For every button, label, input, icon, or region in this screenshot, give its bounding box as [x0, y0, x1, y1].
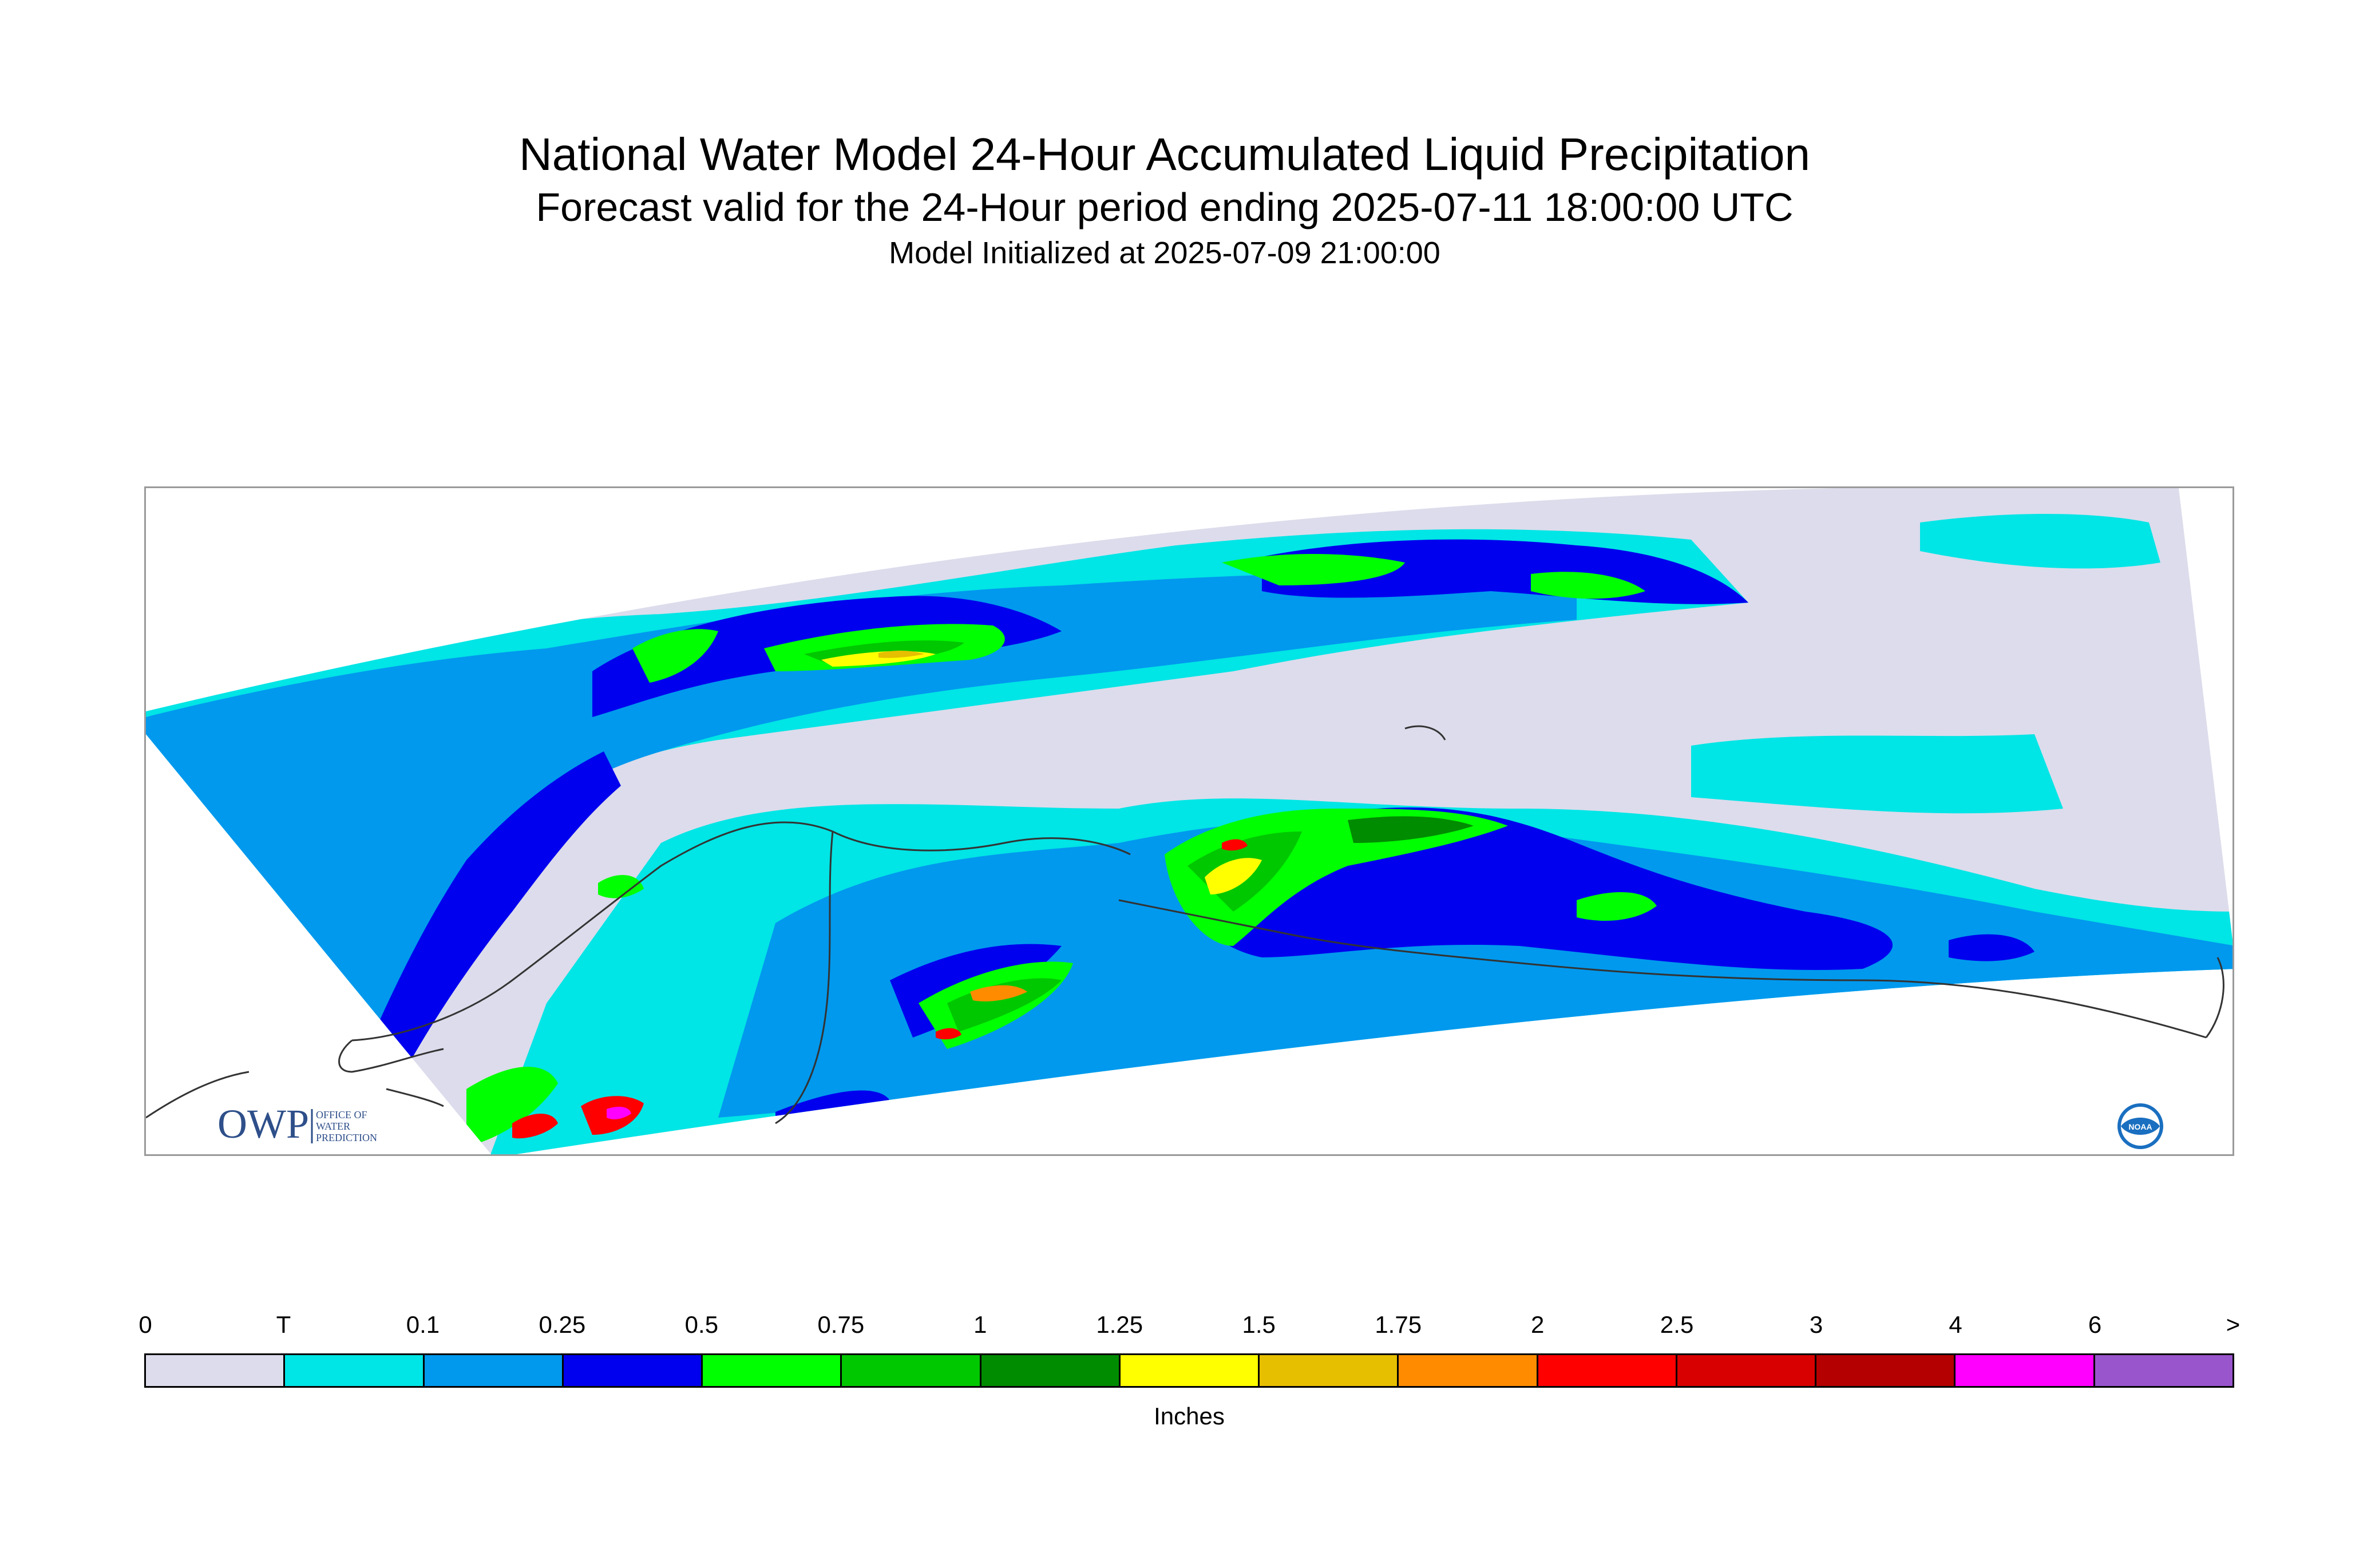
legend-color-bar [144, 1353, 2234, 1388]
legend-tick-label: 1 [973, 1311, 987, 1338]
legend-swatch [1677, 1355, 1817, 1386]
precip-field [146, 514, 2232, 1154]
precipitation-map: OWP OFFICE OF WATER PREDICTION NOAA [144, 486, 2234, 1156]
precip-moderate-region [1949, 934, 2034, 961]
precip-heavy-region [466, 1067, 558, 1146]
precip-light-region [146, 572, 1577, 1154]
legend-swatch [424, 1355, 564, 1386]
precip-heavy-region [1531, 572, 1645, 599]
legend-tick-label: 1.75 [1375, 1311, 1422, 1338]
noaa-logo: NOAA [2117, 1103, 2163, 1149]
precip-light-region [718, 819, 2232, 1118]
legend-swatch [842, 1355, 981, 1386]
precip-very-heavy-region [1205, 858, 1262, 894]
legend-swatch [981, 1355, 1121, 1386]
noaa-logo-text: NOAA [2128, 1122, 2152, 1131]
precip-very-heavy-region [970, 985, 1027, 1001]
owp-logo-text: PREDICTION [316, 1132, 377, 1143]
legend-swatch [2095, 1355, 2232, 1386]
legend-tick-label: > [2226, 1311, 2241, 1338]
legend-units-label: Inches [1154, 1403, 1225, 1430]
owp-logo-mark: OWP [217, 1101, 309, 1147]
legend-tick-label: 4 [1949, 1311, 1962, 1338]
legend-tick-label: 1.5 [1242, 1311, 1276, 1338]
owp-logo-text: WATER [316, 1120, 350, 1132]
precip-heavy-region [632, 629, 718, 683]
color-legend: 0 T 0.1 0.25 0.5 0.75 1 1.25 1.5 1.75 2 2.5 3 4 6 > Inc… [138, 1310, 2240, 1448]
precip-very-heavy-region [878, 651, 924, 658]
precip-light-region [289, 809, 489, 1003]
legend-tick-label: T [276, 1311, 291, 1338]
precip-extreme-region [936, 1028, 961, 1040]
legend-swatch [1816, 1355, 1956, 1386]
legend-tick-label: 0.1 [406, 1311, 440, 1338]
legend-swatch [563, 1355, 703, 1386]
coastline-lines [146, 725, 2224, 1124]
legend-tick-label: 0.75 [817, 1311, 865, 1338]
precip-heavy-region [1222, 554, 1405, 585]
legend-tick-label: 1.25 [1096, 1311, 1143, 1338]
legend-swatch [1120, 1355, 1260, 1386]
precip-trace-region [1920, 514, 2160, 569]
model-init-line: Model Initialized at 2025-07-09 21:00:00 [889, 236, 1440, 270]
legend-swatch [703, 1355, 842, 1386]
legend-labels: 0 T 0.1 0.25 0.5 0.75 1 1.25 1.5 1.75 2 2.5 3 4 6 > [138, 1310, 2240, 1345]
legend-swatch [285, 1355, 425, 1386]
owp-logo: OWP OFFICE OF WATER PREDICTION [217, 1101, 377, 1147]
legend-swatch [1260, 1355, 1399, 1386]
map-subtitle: Forecast valid for the 24-Hour period en… [536, 185, 1794, 229]
legend-swatch [1956, 1355, 2095, 1386]
precip-extreme-region [1222, 839, 1248, 851]
owp-logo-text: OFFICE OF [316, 1109, 367, 1120]
precip-moderate-region [352, 751, 621, 1106]
map-title: National Water Model 24-Hour Accumulated… [519, 129, 1810, 180]
legend-tick-label: 6 [2088, 1311, 2102, 1338]
legend-swatch [1399, 1355, 1538, 1386]
legend-tick-label: 3 [1809, 1311, 1823, 1338]
precip-heavy-region [598, 875, 644, 898]
precip-heavy-region [1348, 816, 1474, 843]
map-canvas: OWP OFFICE OF WATER PREDICTION NOAA [146, 488, 2232, 1154]
legend-swatch [146, 1355, 286, 1386]
legend-tick-label: 0 [138, 1311, 152, 1338]
legend-swatch [1538, 1355, 1677, 1386]
precip-trace-region [1691, 734, 2063, 814]
legend-tick-label: 0.25 [539, 1311, 586, 1338]
legend-tick-label: 2.5 [1660, 1311, 1694, 1338]
legend-tick-label: 2 [1530, 1311, 1545, 1338]
precip-heavy-region [1577, 892, 1657, 921]
precip-extreme-region [512, 1114, 558, 1139]
legend-tick-label: 0.5 [684, 1311, 719, 1338]
precip-extreme-region [607, 1107, 631, 1119]
